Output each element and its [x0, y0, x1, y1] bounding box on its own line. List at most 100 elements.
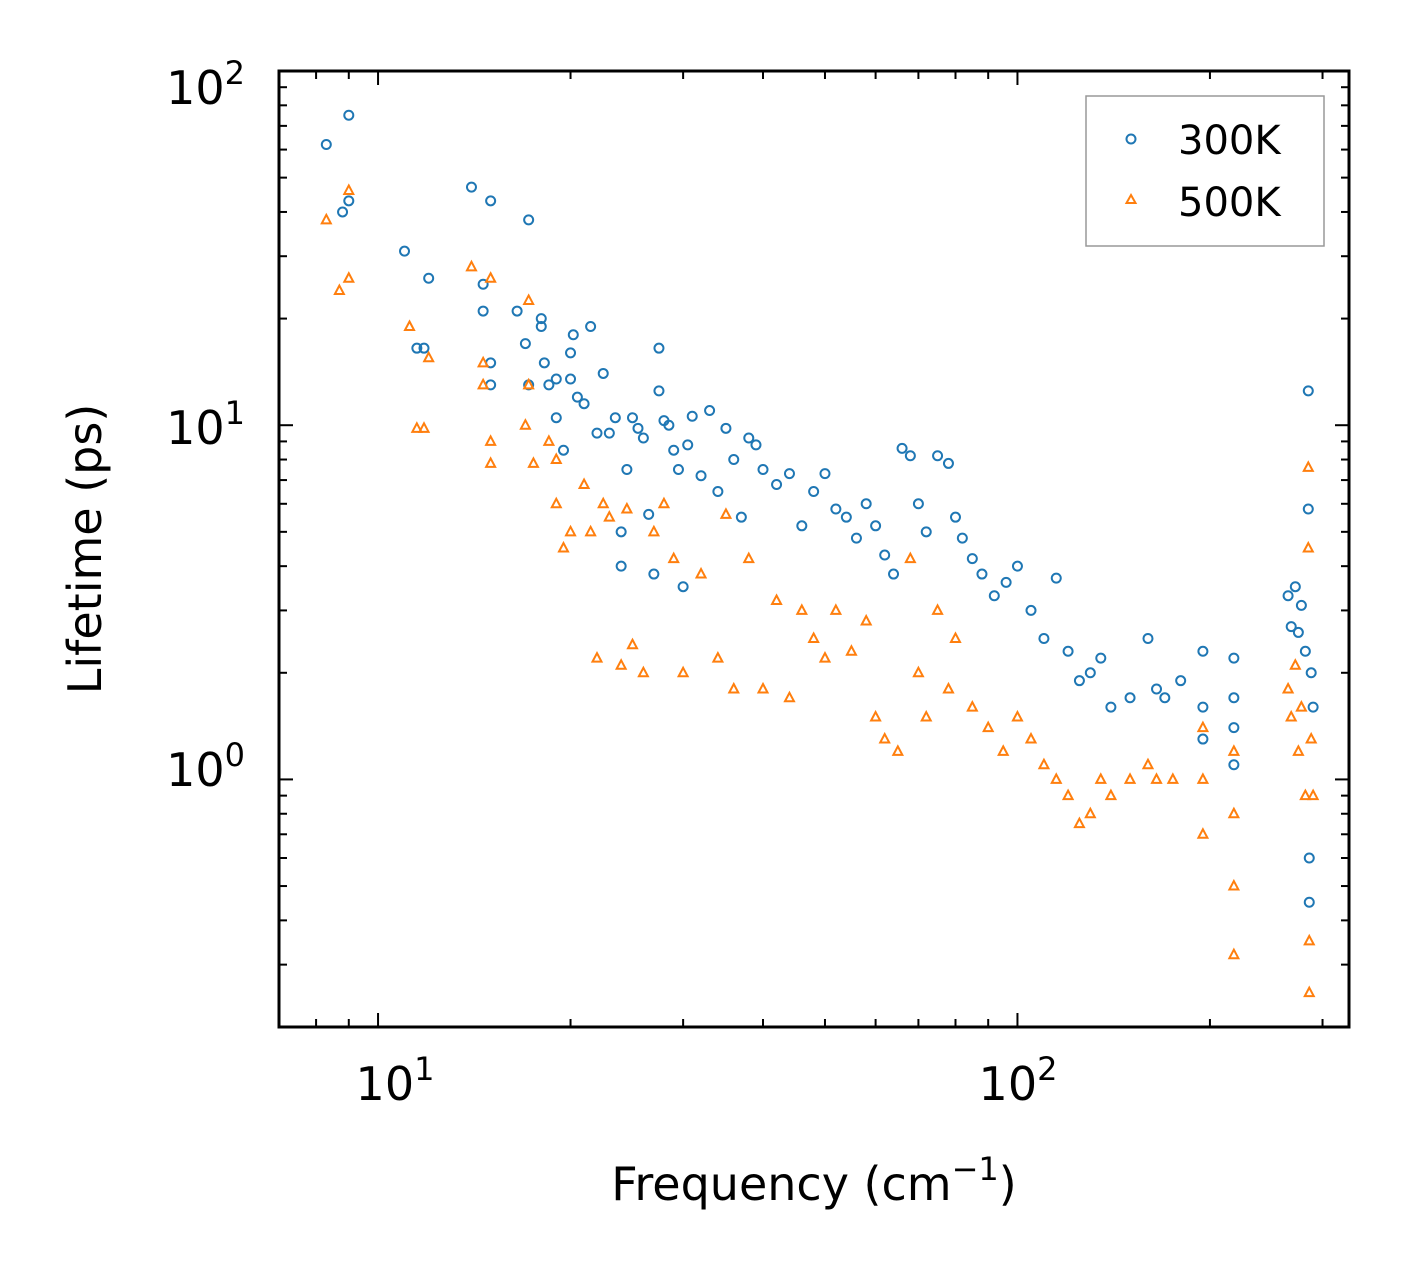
- data-point: [686, 410, 698, 422]
- data-point: [567, 329, 579, 341]
- data-point: [620, 501, 634, 514]
- data-point: [1196, 827, 1210, 839]
- data-point: [667, 551, 680, 564]
- y-tick-base: 10: [166, 401, 225, 455]
- data-point: [585, 320, 597, 332]
- data-point: [1292, 626, 1304, 638]
- data-point: [522, 377, 535, 390]
- y-tick-label: 100: [166, 736, 245, 797]
- data-point: [1289, 658, 1302, 670]
- data-point: [1289, 581, 1301, 593]
- data-points: [320, 109, 1320, 998]
- data-point: [997, 744, 1010, 756]
- data-point: [1306, 788, 1320, 801]
- data-point: [1305, 667, 1317, 679]
- data-point: [578, 398, 590, 410]
- data-point: [1123, 772, 1137, 784]
- data-point: [1197, 733, 1209, 745]
- data-point: [808, 485, 820, 497]
- data-point: [1302, 503, 1314, 515]
- data-point: [1302, 385, 1314, 397]
- data-point: [1227, 878, 1241, 891]
- data-point: [417, 421, 431, 433]
- data-point: [647, 524, 661, 537]
- data-point: [342, 183, 355, 195]
- data-point: [550, 452, 563, 465]
- data-point: [727, 681, 740, 694]
- data-point: [1038, 632, 1050, 644]
- data-point: [535, 320, 547, 332]
- data-point: [1062, 645, 1074, 657]
- legend-marker-300k: [1125, 133, 1137, 145]
- data-point: [320, 212, 333, 225]
- data-point: [704, 405, 716, 417]
- data-point: [1299, 645, 1311, 657]
- data-point: [695, 470, 707, 482]
- y-tick-exp: 1: [225, 394, 245, 432]
- data-point: [1104, 788, 1118, 801]
- data-point: [410, 421, 424, 433]
- data-point: [423, 272, 435, 284]
- data-point: [829, 603, 843, 615]
- data-point: [818, 650, 832, 663]
- data-point: [418, 342, 430, 354]
- data-point: [527, 456, 540, 468]
- data-point: [648, 568, 660, 580]
- legend-frame: [1085, 95, 1325, 247]
- data-point: [756, 681, 770, 694]
- data-point: [597, 367, 609, 379]
- data-point: [1084, 667, 1096, 679]
- data-point: [896, 442, 908, 454]
- data-point: [626, 637, 639, 650]
- data-point: [550, 373, 562, 385]
- data-point: [320, 139, 332, 151]
- data-point: [1151, 683, 1163, 695]
- legend: 300K 500K: [1085, 95, 1325, 247]
- data-point: [565, 373, 577, 385]
- data-point: [1282, 590, 1294, 602]
- data-point: [1303, 985, 1316, 998]
- data-point: [519, 338, 531, 350]
- data-point: [677, 581, 689, 593]
- data-point: [557, 444, 569, 456]
- data-point: [1295, 699, 1308, 712]
- data-point: [615, 560, 627, 572]
- data-point: [931, 603, 944, 615]
- data-point: [735, 511, 747, 523]
- data-point: [949, 631, 962, 643]
- data-point: [1073, 816, 1086, 829]
- data-point: [603, 510, 616, 522]
- data-point: [860, 613, 873, 626]
- data-point: [1281, 681, 1295, 694]
- y-tick-base: 10: [166, 743, 225, 797]
- data-point: [920, 526, 932, 538]
- data-point: [1299, 788, 1312, 801]
- data-point: [337, 206, 349, 218]
- data-point: [1150, 772, 1163, 784]
- data-point: [1037, 757, 1051, 770]
- data-point: [682, 439, 694, 451]
- data-point: [465, 259, 478, 272]
- data-point: [770, 593, 783, 605]
- y-tick-base: 10: [166, 61, 225, 115]
- data-point: [626, 412, 638, 424]
- data-point: [476, 355, 490, 368]
- x-tick-exp: 2: [1037, 1050, 1057, 1088]
- data-point: [1000, 576, 1012, 588]
- data-point: [1142, 632, 1154, 644]
- data-point: [1050, 772, 1063, 784]
- data-point: [637, 432, 649, 444]
- data-point: [1175, 675, 1187, 687]
- data-point: [830, 503, 842, 515]
- data-point: [571, 391, 583, 403]
- data-point: [976, 568, 988, 580]
- data-point: [966, 553, 978, 565]
- data-point: [477, 305, 489, 317]
- data-point: [1305, 731, 1318, 744]
- data-point: [614, 658, 628, 670]
- data-point: [465, 181, 477, 193]
- data-point: [1050, 572, 1062, 584]
- y-tick-exp: 2: [225, 54, 245, 92]
- data-point: [1227, 744, 1241, 756]
